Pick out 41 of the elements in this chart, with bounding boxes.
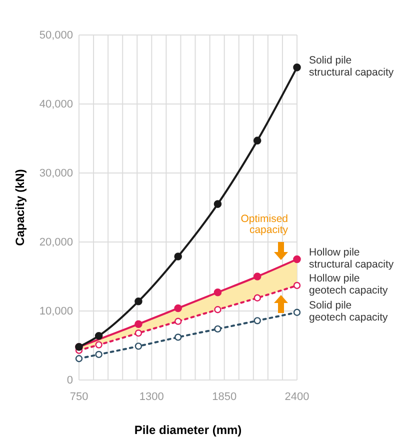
point [293,282,301,290]
point [214,306,222,314]
point [134,297,142,306]
x-tick-label: 1850 [212,390,237,403]
point [214,200,222,208]
series-label: Solid pile structural capacity [309,54,394,78]
point [214,288,222,296]
point [293,255,301,264]
series-label: Solid pile geotech capacity [309,299,389,324]
x-tick-label: 1300 [139,390,164,403]
point [134,330,142,337]
point [254,294,261,302]
point [75,355,83,362]
point [95,341,102,348]
point [174,304,182,312]
annotation: Optimised capacity [240,213,289,236]
point [174,334,182,341]
y-axis-title: Capacity (kN) [13,169,27,246]
y-tick-label: 20,000 [39,236,73,249]
point [253,136,262,144]
x-tick-label: 750 [70,390,88,403]
point [253,272,262,280]
x-axis-title: Pile diameter (mm) [134,423,242,437]
point [293,308,301,316]
point [94,332,103,340]
point [174,318,182,325]
y-tick-label: 10,000 [39,306,73,318]
point [254,317,261,324]
point [293,64,301,72]
y-tick-label: 40,000 [39,98,73,111]
point [95,350,102,358]
point [134,342,142,350]
y-tick-label: 50,000 [39,30,73,42]
point [214,325,222,333]
point [134,320,142,328]
y-tick-label: 0 [66,374,73,387]
y-tick-label: 30,000 [39,168,73,180]
series-label: Hollow pile structural capacity [309,246,394,270]
x-tick-label: 2400 [284,390,310,403]
point [174,252,182,260]
series-label: Hollow pile geotech capacity [309,272,389,296]
